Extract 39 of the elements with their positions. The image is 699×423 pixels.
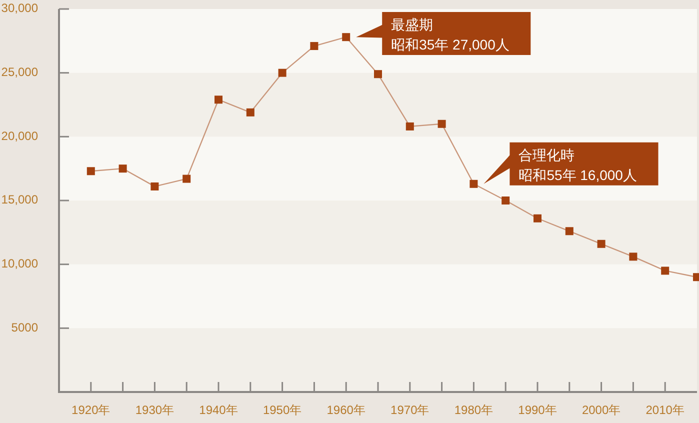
x-tick-label: 1990年 [518, 403, 557, 418]
x-tick-label: 1920年 [72, 403, 110, 418]
point [182, 174, 191, 183]
point [374, 70, 382, 78]
point [534, 214, 542, 222]
point [438, 120, 446, 128]
point [214, 96, 222, 104]
point [565, 227, 574, 236]
x-tick-label: 1960年 [326, 403, 366, 418]
y-tick-label: 15,000 [1, 192, 38, 207]
y-tick-label: 10,000 [1, 256, 38, 271]
annotation: 昭和35年 27,000人 [391, 36, 510, 53]
point [246, 108, 254, 116]
x-tick-label: 2010年 [646, 403, 684, 418]
point [661, 266, 670, 275]
point [342, 33, 350, 42]
point [310, 42, 318, 50]
point [86, 167, 95, 176]
annotation: 昭和55年 16,000人 [518, 167, 637, 184]
point [502, 196, 510, 204]
y-tick-label: 5000 [11, 320, 38, 334]
y-tick-label: 30,000 [1, 1, 38, 16]
annotation: 最盛期 [391, 16, 434, 33]
x-tick-label: 1930年 [135, 403, 174, 418]
point [629, 252, 638, 261]
point [278, 68, 286, 77]
annotation: 合理化時 [518, 147, 575, 164]
point [118, 164, 127, 173]
x-tick-label: 1970年 [390, 403, 430, 418]
point [597, 240, 606, 248]
point [406, 122, 414, 130]
y-tick-label: 20,000 [1, 128, 38, 143]
x-tick-label: 1980年 [454, 403, 494, 418]
x-tick-label: 2000年 [582, 403, 621, 418]
x-tick-label: 1940年 [199, 403, 238, 418]
point [150, 182, 159, 190]
x-tick-label: 1950年 [262, 403, 302, 418]
point [470, 180, 478, 188]
y-tick-label: 25,000 [1, 65, 38, 80]
